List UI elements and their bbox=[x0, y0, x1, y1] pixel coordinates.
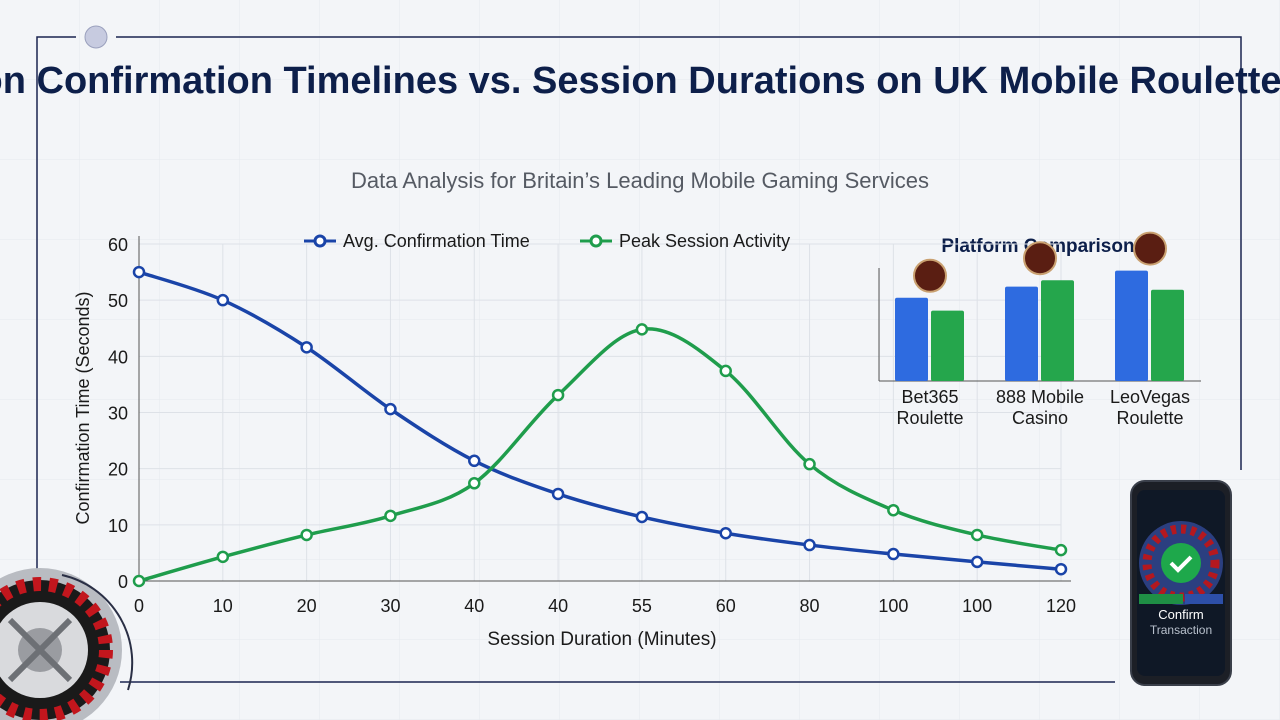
y-tick-label: 0 bbox=[118, 572, 128, 592]
y-axis-title: Confirmation Time (Seconds) bbox=[73, 291, 93, 524]
bar bbox=[1041, 280, 1074, 381]
phone: Confirm Transaction bbox=[1130, 480, 1232, 686]
point bbox=[803, 457, 816, 471]
legend-label: Avg. Confirmation Time bbox=[343, 231, 530, 251]
bar bbox=[931, 310, 964, 381]
platform-icon bbox=[1133, 231, 1167, 266]
phone-button[interactable]: Confirm bbox=[1158, 607, 1204, 622]
point bbox=[132, 574, 146, 588]
y-tick-label: 10 bbox=[108, 516, 128, 536]
chart-subtitle: Data Analysis for Britain’s Leading Mobi… bbox=[351, 168, 929, 193]
y-tick-label: 40 bbox=[108, 347, 128, 367]
bar bbox=[895, 297, 928, 381]
platform-icon bbox=[913, 258, 947, 293]
x-tick-label: 0 bbox=[134, 596, 144, 616]
y-tick-label: 60 bbox=[108, 235, 128, 255]
x-tick-label: 10 bbox=[213, 596, 233, 616]
x-tick-label: Bet365 Roulette bbox=[896, 387, 964, 428]
point bbox=[384, 509, 397, 523]
frame bbox=[36, 36, 1242, 683]
point bbox=[132, 265, 146, 279]
point bbox=[719, 527, 732, 540]
point bbox=[1054, 543, 1068, 557]
x-tick-label: 55 bbox=[632, 596, 652, 616]
point bbox=[216, 550, 230, 564]
x-tick-label: 100 bbox=[962, 596, 992, 616]
bar bbox=[1115, 270, 1148, 381]
x-tick-label: 40 bbox=[548, 596, 568, 616]
point bbox=[970, 555, 984, 569]
point bbox=[551, 487, 565, 501]
x-tick-label: LeoVegas Roulette bbox=[1109, 387, 1191, 428]
y-tick-label: 50 bbox=[108, 291, 128, 311]
x-axis-title: Session Duration (Minutes) bbox=[487, 629, 716, 650]
point bbox=[635, 323, 649, 336]
point bbox=[468, 454, 481, 468]
point bbox=[300, 341, 313, 354]
legend-marker bbox=[313, 234, 327, 248]
bar bbox=[1151, 289, 1184, 381]
y-tick-label: 30 bbox=[108, 404, 128, 424]
point bbox=[551, 388, 565, 402]
point bbox=[803, 538, 816, 552]
frame-dot bbox=[84, 25, 108, 49]
point bbox=[719, 364, 732, 378]
legend-label: Peak Session Activity bbox=[619, 231, 790, 251]
x-tick-label: 20 bbox=[297, 596, 317, 616]
x-tick-label: 120 bbox=[1046, 596, 1076, 616]
point bbox=[887, 547, 900, 561]
platform-icon bbox=[1023, 241, 1057, 276]
x-tick-label: 888 Mobile Casino bbox=[995, 387, 1085, 428]
point bbox=[468, 477, 481, 490]
series-line bbox=[138, 270, 1062, 571]
point bbox=[887, 503, 900, 517]
point bbox=[1054, 562, 1068, 576]
point bbox=[300, 528, 313, 542]
chart-title: Transaction Confirmation Timelines vs. S… bbox=[0, 60, 1280, 102]
bar bbox=[1005, 286, 1038, 381]
legend-marker bbox=[589, 234, 603, 248]
x-tick-label: 100 bbox=[878, 596, 908, 616]
point bbox=[970, 528, 984, 542]
roulette-wheel bbox=[0, 568, 134, 720]
y-tick-label: 20 bbox=[108, 460, 128, 480]
x-tick-label: 60 bbox=[716, 596, 736, 616]
x-tick-label: 40 bbox=[464, 596, 484, 616]
point bbox=[216, 293, 230, 307]
x-tick-label: 30 bbox=[380, 596, 400, 616]
point bbox=[384, 402, 397, 416]
point bbox=[635, 510, 649, 524]
phone-caption: Transaction bbox=[1150, 623, 1212, 637]
x-tick-label: 80 bbox=[800, 596, 820, 616]
